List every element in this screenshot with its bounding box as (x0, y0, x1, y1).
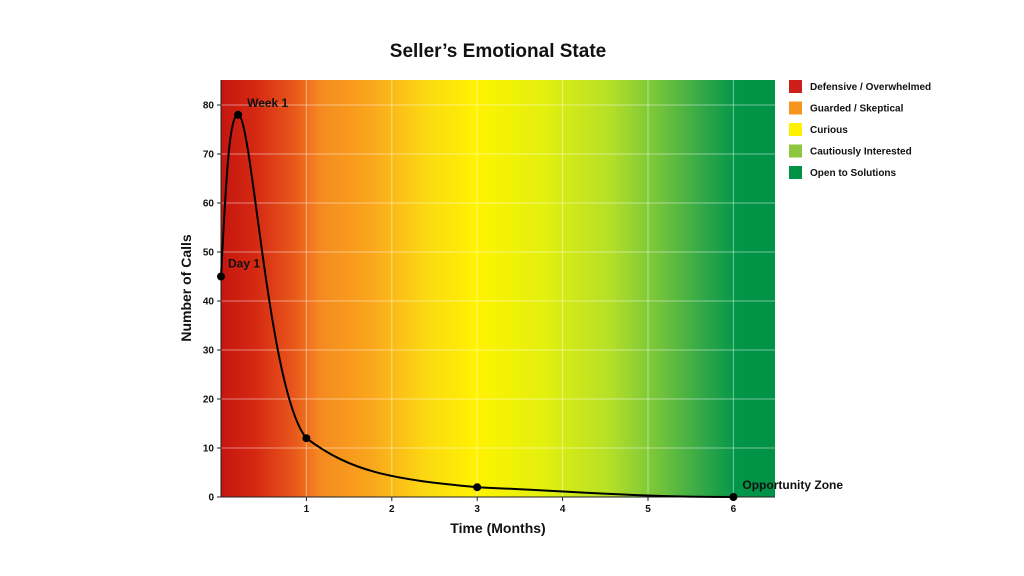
x-tick-label: 3 (474, 504, 480, 515)
chart-title: Seller’s Emotional State (390, 41, 606, 62)
y-tick-label: 60 (203, 199, 215, 210)
y-tick-label: 70 (203, 150, 215, 161)
plot-background (221, 80, 775, 497)
y-tick-label: 40 (203, 297, 215, 308)
legend: Defensive / Overwhelmed Guarded / Skeptic… (789, 80, 931, 179)
annotation-label: Opportunity Zone (742, 478, 843, 492)
legend-label: Curious (810, 125, 848, 136)
legend-swatch (789, 101, 802, 115)
x-tick-labels: 1 2 3 4 5 6 (304, 497, 737, 515)
y-axis-label: Number of Calls (178, 234, 194, 342)
x-tick-label: 1 (304, 504, 310, 515)
x-tick-label: 6 (731, 504, 737, 515)
legend-label: Open to Solutions (810, 168, 897, 179)
x-tick-label: 2 (389, 504, 395, 515)
legend-label: Guarded / Skeptical (810, 104, 904, 115)
legend-swatch (789, 166, 802, 179)
y-tick-labels: 0 10 20 30 40 50 60 70 80 (203, 101, 221, 504)
data-point (473, 483, 482, 492)
legend-swatch (789, 80, 802, 93)
legend-label: Defensive / Overwhelmed (810, 82, 931, 93)
data-point (234, 110, 243, 119)
x-tick-label: 4 (560, 504, 566, 515)
annotation-label: Day 1 (228, 257, 260, 271)
data-point (302, 434, 311, 443)
legend-label: Cautiously Interested (810, 147, 912, 158)
grid-lines (221, 80, 775, 497)
y-tick-label: 80 (203, 101, 215, 112)
y-tick-label: 50 (203, 248, 215, 259)
data-point (729, 493, 738, 501)
y-tick-label: 20 (203, 395, 215, 406)
y-tick-label: 10 (203, 444, 215, 455)
y-tick-label: 0 (208, 493, 214, 504)
y-tick-label: 30 (203, 346, 215, 357)
x-tick-label: 5 (645, 504, 651, 515)
annotation-label: Week 1 (247, 96, 288, 110)
legend-swatch (789, 123, 802, 136)
annotations: Day 1 Week 1 Opportunity Zone (228, 96, 843, 492)
x-axis-label: Time (Months) (450, 520, 545, 536)
legend-swatch (789, 144, 802, 158)
data-points (217, 110, 738, 501)
data-point (217, 272, 225, 281)
